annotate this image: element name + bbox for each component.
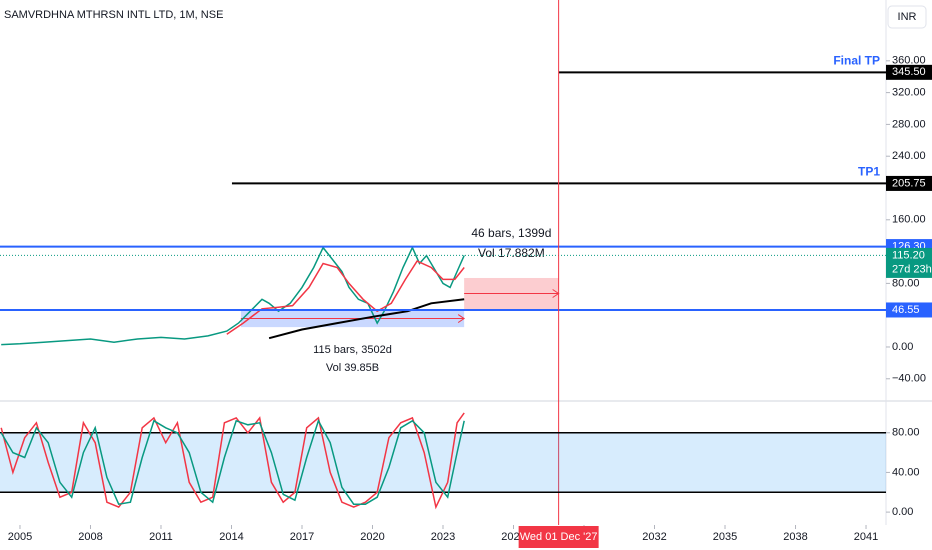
price-label: 345.50 — [892, 66, 926, 78]
price-label: 46.55 — [892, 304, 920, 316]
y-tick-label: 240.00 — [892, 150, 926, 162]
y-tick-label: 0.00 — [892, 506, 913, 518]
x-tick-label: 2041 — [854, 531, 878, 543]
x-tick-label: 2011 — [149, 531, 173, 543]
y-tick-label: 360.00 — [892, 55, 926, 67]
series-line — [226, 260, 465, 335]
price-label-box — [886, 302, 932, 318]
y-tick-label: 280.00 — [892, 118, 926, 130]
y-tick-label: 320.00 — [892, 87, 926, 99]
range-label: 46 bars, 1399d — [471, 226, 551, 240]
x-tick-label: 2038 — [783, 531, 807, 543]
y-tick-label: 40.00 — [892, 466, 920, 478]
x-tick-label: 2035 — [713, 531, 737, 543]
date-marker-label: Wed 01 Dec '27 — [520, 531, 598, 543]
series-line — [0, 412, 465, 510]
countdown: 27d 23h — [892, 263, 932, 275]
date-marker-box — [518, 526, 599, 548]
level-text: Final TP — [833, 54, 880, 68]
x-tick-label: 2023 — [431, 531, 455, 543]
x-tick-label: 2017 — [290, 531, 314, 543]
x-tick-label: 2014 — [219, 531, 243, 543]
band-fill — [0, 432, 886, 493]
price-label: 205.75 — [892, 177, 926, 189]
y-tick-label: 0.00 — [892, 341, 913, 353]
y-tick-label: 80.00 — [892, 277, 920, 289]
range-label: 115 bars, 3502d — [313, 344, 392, 356]
price-label: 115.20 — [892, 249, 925, 261]
price-label-box — [886, 175, 932, 191]
x-tick-label: 2008 — [78, 531, 102, 543]
y-tick-label: 80.00 — [892, 427, 920, 439]
price-label-box — [886, 247, 932, 278]
currency-button[interactable] — [887, 5, 927, 29]
chart-title: SAMVRDHNA MTHRSN INTL LTD, 1M, NSE — [4, 9, 223, 21]
price-label-box — [886, 64, 932, 80]
series-line — [1, 245, 465, 346]
x-tick-label: 2032 — [642, 531, 666, 543]
x-tick-label: 2020 — [360, 531, 384, 543]
y-tick-label: 160.00 — [892, 214, 926, 226]
series-line — [0, 418, 465, 506]
series-line — [268, 298, 465, 340]
level-text: TP1 — [858, 165, 880, 179]
x-tick-label: 2005 — [8, 531, 32, 543]
range-label: Vol 17.882M — [478, 246, 545, 260]
range-arrowhead — [457, 314, 466, 323]
y-tick-label: −40.00 — [892, 373, 926, 385]
range-label: Vol 39.85B — [326, 362, 379, 374]
currency[interactable]: INR — [898, 11, 917, 23]
